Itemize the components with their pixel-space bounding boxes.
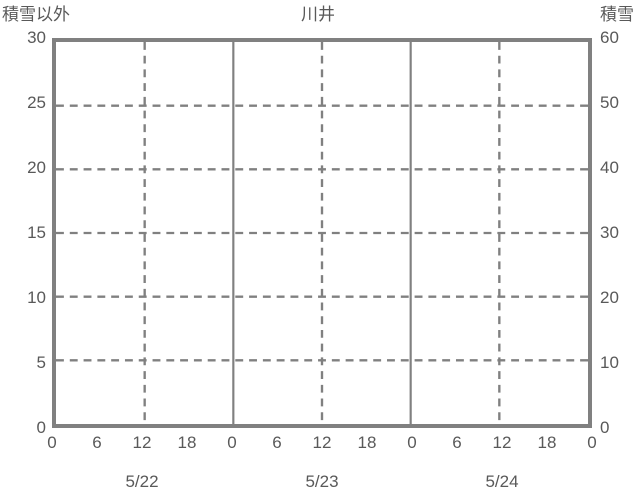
right-axis-tick-label: 60	[600, 28, 619, 47]
x-axis-tick-label: 12	[492, 433, 512, 452]
left-axis-tick-label: 30	[27, 28, 46, 47]
x-axis-tick-label: 12	[312, 433, 332, 452]
right-axis-tick-label: 40	[600, 158, 619, 177]
grid-lines	[56, 42, 588, 424]
x-axis-tick-label: 18	[357, 433, 377, 452]
x-axis-tick-label: 6	[92, 433, 102, 452]
right-axis-tick-label: 50	[600, 93, 619, 112]
x-axis-tick-label: 6	[452, 433, 462, 452]
right-axis-tick-label: 10	[600, 353, 619, 372]
plot-area	[52, 38, 592, 428]
x-axis-tick-label: 0	[47, 433, 57, 452]
left-axis-tick-label: 20	[27, 158, 46, 177]
x-axis-date-label: 5/22	[125, 472, 159, 491]
x-axis-tick-label: 0	[587, 433, 597, 452]
right-axis-tick-label: 20	[600, 288, 619, 307]
chart-title: 川井	[301, 5, 335, 24]
right-axis-title: 積雪	[600, 5, 634, 24]
x-axis-tick-label: 12	[132, 433, 152, 452]
left-axis-tick-label: 10	[27, 288, 46, 307]
right-axis-tick-label: 30	[600, 223, 619, 242]
left-axis-tick-label: 15	[27, 223, 46, 242]
x-axis-date-label: 5/23	[305, 472, 339, 491]
x-axis-tick-label: 18	[177, 433, 197, 452]
x-axis-date-label: 5/24	[485, 472, 519, 491]
left-axis-title: 積雪以外	[2, 5, 70, 24]
x-axis-tick-label: 0	[227, 433, 237, 452]
x-axis-tick-label: 18	[537, 433, 557, 452]
left-axis-tick-label: 25	[27, 93, 46, 112]
x-axis-tick-label: 6	[272, 433, 282, 452]
left-axis-tick-label: 5	[36, 353, 46, 372]
right-axis-tick-label: 0	[600, 418, 610, 437]
x-axis-tick-label: 0	[407, 433, 417, 452]
left-axis-tick-label: 0	[36, 418, 46, 437]
